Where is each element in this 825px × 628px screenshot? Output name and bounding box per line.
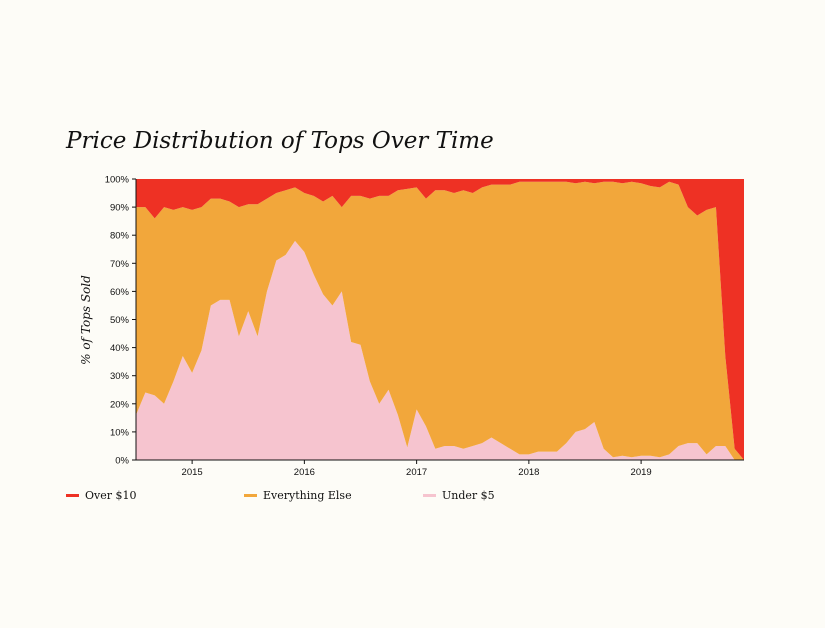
y-tick-label: 60% [110, 287, 130, 298]
x-tick-label: 2016 [294, 467, 315, 478]
legend-label-under-5: Under $5 [442, 489, 495, 502]
area-under-5 [136, 240, 744, 460]
y-tick-label: 90% [110, 203, 130, 214]
y-tick-label: 20% [110, 399, 130, 410]
legend-swatch-under-5 [423, 494, 436, 497]
y-axis-ticks: 0% 10% 20% 30% 40% 50% 60% 70% 80% 90% 100% [105, 175, 136, 467]
y-axis-label: % of Tops Sold [79, 275, 93, 365]
y-tick-label: 80% [110, 231, 130, 242]
legend-item-over-10: Over $10 [66, 489, 137, 502]
x-tick-label: 2018 [518, 467, 539, 478]
legend-item-under-5: Under $5 [423, 489, 495, 502]
area-layer [136, 179, 744, 460]
y-tick-label: 40% [110, 343, 130, 354]
y-tick-label: 10% [110, 427, 130, 438]
legend-label-over-10: Over $10 [85, 489, 137, 502]
y-tick-label: 0% [115, 456, 129, 467]
area-everything-else [136, 181, 744, 460]
y-tick-label: 30% [110, 371, 130, 382]
x-tick-label: 2017 [406, 467, 427, 478]
legend-swatch-everything-else [244, 494, 257, 497]
y-tick-label: 70% [110, 259, 130, 270]
area-over-10 [136, 179, 744, 460]
legend-swatch-over-10 [66, 494, 79, 497]
y-tick-label: 100% [105, 175, 130, 186]
chart-title: Price Distribution of Tops Over Time [66, 128, 494, 154]
legend: Over $10 Everything Else Under $5 [66, 489, 766, 503]
x-tick-label: 2015 [182, 467, 203, 478]
x-axis-ticks: 2015 2016 2017 2018 2019 [182, 460, 652, 478]
x-tick-label: 2019 [631, 467, 652, 478]
y-tick-label: 50% [110, 315, 130, 326]
legend-label-everything-else: Everything Else [263, 489, 352, 502]
legend-item-everything-else: Everything Else [244, 489, 352, 502]
